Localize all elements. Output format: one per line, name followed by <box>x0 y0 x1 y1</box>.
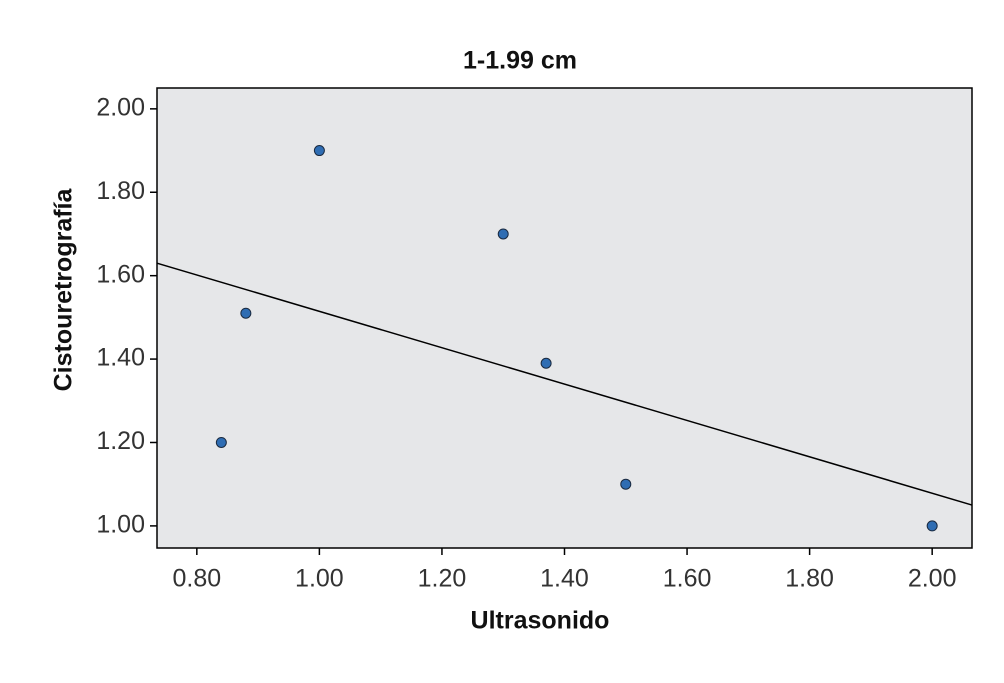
y-tick-label: 1.80 <box>96 177 145 205</box>
y-tick-label: 1.40 <box>96 344 145 372</box>
x-tick-label: 0.80 <box>172 565 221 593</box>
y-axis-label: Cistouretrografía <box>50 188 78 392</box>
x-tick-label: 1.60 <box>663 565 712 593</box>
x-tick-label: 2.00 <box>908 565 957 593</box>
x-tick-label: 1.40 <box>540 565 589 593</box>
chart-title: 1-1.99 cm <box>463 47 577 75</box>
point <box>215 436 227 448</box>
point <box>926 520 938 532</box>
point <box>620 478 632 490</box>
y-tick-label: 1.60 <box>96 260 145 288</box>
point <box>540 357 552 369</box>
y-tick-label: 1.20 <box>96 427 145 455</box>
x-axis-label: Ultrasonido <box>471 607 610 635</box>
x-tick-label: 1.80 <box>785 565 834 593</box>
y-tick-label: 1.00 <box>96 511 145 539</box>
x-tick-label: 1.20 <box>418 565 467 593</box>
y-tick-label: 2.00 <box>96 93 145 121</box>
point <box>497 228 509 240</box>
x-tick-label: 1.00 <box>295 565 344 593</box>
plot-area <box>156 87 973 549</box>
fit-line <box>156 262 973 506</box>
point <box>313 145 325 157</box>
point <box>240 307 252 319</box>
